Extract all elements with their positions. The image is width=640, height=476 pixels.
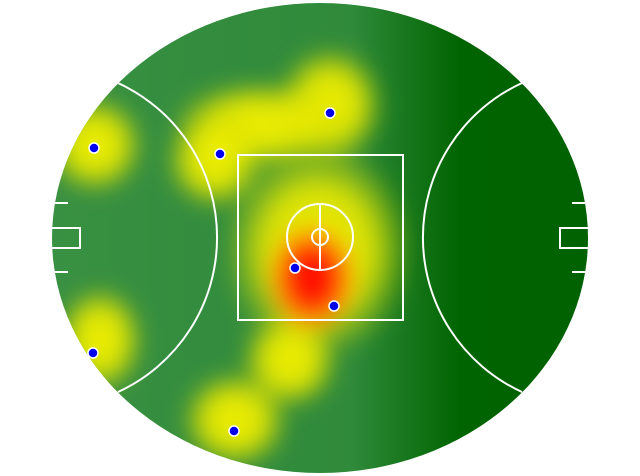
field-lines <box>52 82 588 393</box>
player-positions <box>87 107 340 437</box>
position-dot <box>87 347 99 359</box>
position-dot <box>88 142 100 154</box>
position-dot <box>214 148 226 160</box>
position-dot <box>289 262 301 274</box>
position-dot <box>228 425 240 437</box>
position-dot <box>328 300 340 312</box>
position-dot <box>324 107 336 119</box>
